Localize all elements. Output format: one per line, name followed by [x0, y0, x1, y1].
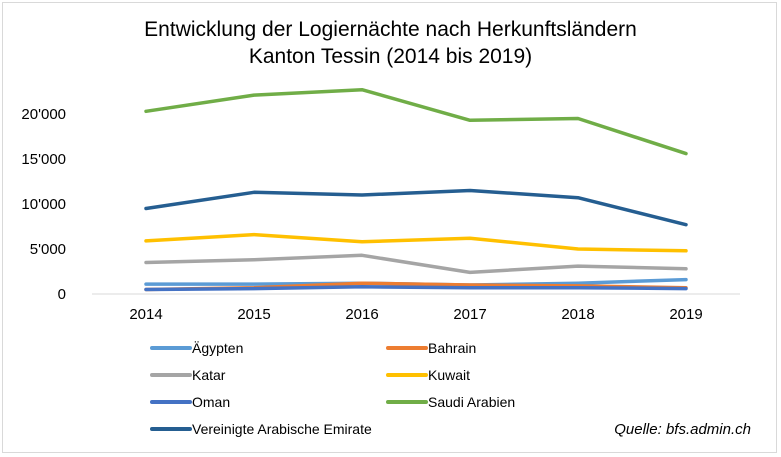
source-note: Quelle: bfs.admin.ch	[614, 421, 751, 438]
y-axis-ticks: 0 5'000 10'000 15'000 20'000	[21, 106, 66, 303]
legend-entry-label: Ägypten	[192, 340, 243, 356]
chart-title: Entwicklung der Logiernächte nach Herkun…	[0, 16, 781, 70]
x-tick-label: 2015	[237, 306, 270, 323]
chart-title-line-2: Kanton Tessin (2014 bis 2019)	[248, 45, 533, 68]
legend-entry-label: Saudi Arabien	[428, 394, 515, 410]
series-line	[144, 253, 688, 275]
x-tick-label: 2016	[345, 306, 378, 323]
y-tick-label: 10'000	[21, 196, 66, 213]
legend: Ägypten Bahrain Katar Kuwait Oman Saudi Arabi…	[150, 340, 515, 437]
x-tick-label: 2017	[453, 306, 486, 323]
chart-title-line-1: Entwicklung der Logiernächte nach Herkun…	[144, 18, 637, 41]
legend-entry-label: Kuwait	[428, 367, 470, 383]
y-tick-label: 20'000	[21, 106, 66, 123]
legend-entry-label: Katar	[192, 367, 226, 383]
series-line	[144, 285, 688, 292]
legend-entry-label: Oman	[192, 394, 230, 410]
series-lines	[144, 87, 688, 292]
legend-entry-label: Vereinigte Arabische Emirate	[192, 421, 372, 437]
legend-entry-label: Bahrain	[428, 340, 476, 356]
x-tick-label: 2018	[561, 306, 594, 323]
x-tick-label: 2014	[129, 306, 162, 323]
series-line	[144, 232, 688, 253]
y-tick-label: 5'000	[30, 241, 66, 258]
chart-frame	[2, 2, 777, 453]
y-tick-label: 0	[58, 286, 66, 303]
y-tick-label: 15'000	[21, 151, 66, 168]
x-axis-ticks: 2014 2015 2016 2017 2018 2019	[129, 306, 702, 323]
series-line	[144, 188, 688, 227]
series-line	[144, 87, 688, 156]
x-tick-label: 2019	[669, 306, 702, 323]
